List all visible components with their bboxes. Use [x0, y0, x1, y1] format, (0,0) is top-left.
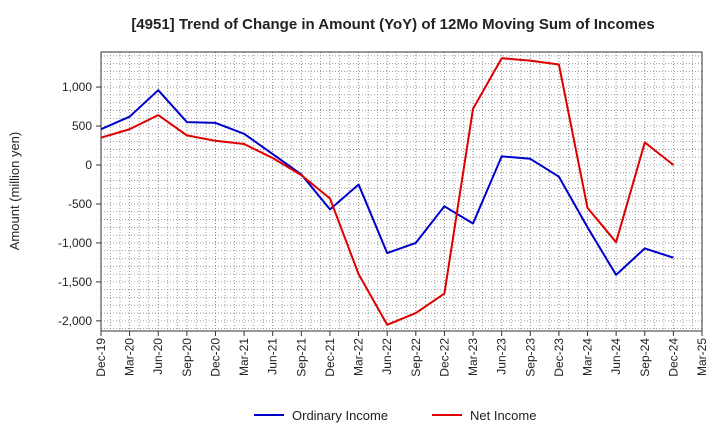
y-tick-label: -1,000: [58, 236, 92, 250]
legend: Ordinary Income Net Income: [254, 408, 536, 423]
series-lines: [100, 57, 675, 326]
x-tick-label: Mar-23: [466, 338, 480, 376]
x-tick-label: Jun-21: [266, 338, 280, 375]
x-axis-ticks: Dec-19 Mar-20 Jun-20 Sep-20 Dec-20 Mar-21 Jun-…: [94, 331, 709, 377]
x-tick-label: Dec-23: [552, 338, 566, 377]
net-income-line: [100, 57, 675, 326]
x-tick-label: Dec-24: [666, 338, 680, 377]
x-tick-label: Jun-23: [495, 338, 509, 375]
x-tick-label: Jun-24: [609, 338, 623, 375]
x-tick-label: Mar-22: [352, 338, 366, 376]
x-tick-label: Mar-21: [237, 338, 251, 376]
x-tick-label: Jun-20: [151, 338, 165, 375]
x-tick-label: Dec-20: [208, 338, 222, 377]
y-tick-label: -2,000: [58, 314, 92, 328]
x-tick-label: Sep-20: [180, 338, 194, 377]
x-tick-label: Sep-23: [523, 338, 537, 377]
chart-title: [4951] Trend of Change in Amount (YoY) o…: [131, 16, 654, 33]
y-tick-label: 0: [85, 158, 92, 172]
x-tick-label: Jun-22: [380, 338, 394, 375]
x-tick-label: Dec-21: [323, 338, 337, 377]
grid: [101, 52, 702, 331]
x-tick-label: Dec-22: [437, 338, 451, 377]
plot-frame: [100, 51, 703, 332]
y-tick-label: -1,500: [58, 275, 92, 289]
x-tick-label: Sep-22: [409, 338, 423, 377]
legend-label-ordinary-income: Ordinary Income: [292, 408, 388, 423]
legend-label-net-income: Net Income: [470, 408, 536, 423]
x-tick-label: Mar-20: [123, 338, 137, 376]
x-tick-label: Dec-19: [94, 338, 108, 377]
x-tick-label: Mar-25: [695, 338, 709, 376]
y-tick-label: -500: [68, 197, 92, 211]
y-axis-ticks: 1,000 500 0 -500 -1,000 -1,500 -2,000: [58, 80, 101, 328]
y-tick-label: 1,000: [62, 80, 92, 94]
x-tick-label: Mar-24: [581, 338, 595, 376]
y-tick-label: 500: [72, 119, 92, 133]
y-axis-label: Amount (million yen): [7, 132, 22, 251]
ordinary-income-line: [100, 89, 674, 276]
x-tick-label: Sep-24: [638, 338, 652, 377]
x-tick-label: Sep-21: [294, 338, 308, 377]
